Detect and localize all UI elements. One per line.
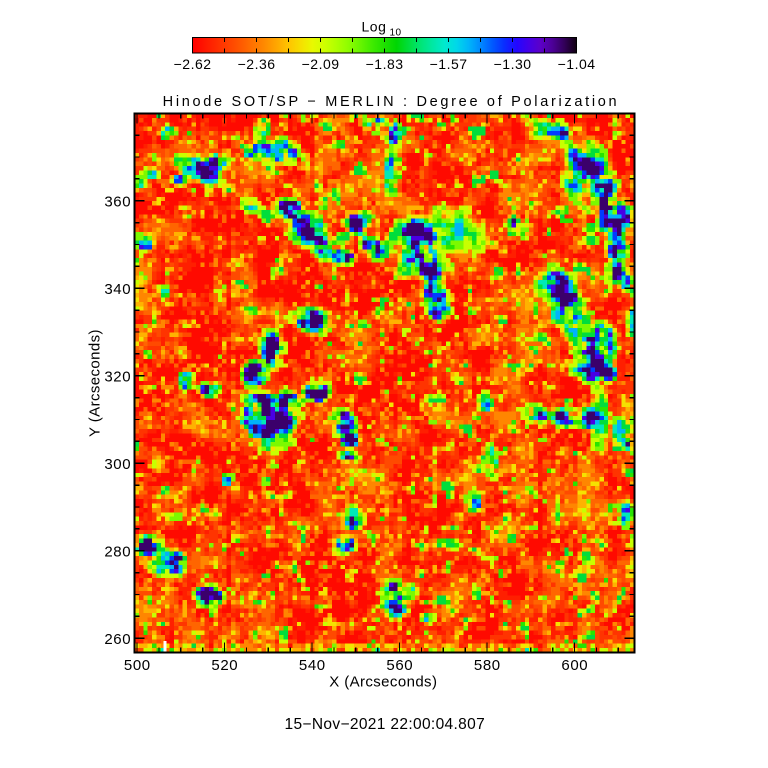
svg-text:320: 320 (104, 369, 131, 386)
svg-text:260: 260 (104, 631, 131, 648)
svg-text:−2.09: −2.09 (302, 56, 340, 72)
svg-text:Log: Log (362, 19, 387, 35)
svg-text:−1.83: −1.83 (366, 56, 404, 72)
svg-text:10: 10 (390, 28, 402, 39)
svg-text:15−Nov−2021 22:00:04.807: 15−Nov−2021 22:00:04.807 (284, 716, 485, 733)
svg-text:Y (Arcseconds): Y (Arcseconds) (87, 329, 104, 437)
svg-text:360: 360 (104, 194, 131, 211)
svg-text:540: 540 (299, 657, 326, 674)
svg-text:560: 560 (386, 657, 413, 674)
svg-text:Hinode SOT/SP − MERLIN : Degre: Hinode SOT/SP − MERLIN : Degree of Polar… (163, 94, 620, 110)
svg-text:X (Arcseconds): X (Arcseconds) (329, 674, 437, 691)
svg-text:−2.62: −2.62 (174, 56, 212, 72)
svg-text:340: 340 (104, 281, 131, 298)
svg-text:580: 580 (474, 657, 501, 674)
svg-text:−2.36: −2.36 (238, 56, 276, 72)
svg-text:300: 300 (104, 456, 131, 473)
svg-text:500: 500 (124, 657, 151, 674)
svg-text:280: 280 (104, 544, 131, 561)
svg-text:−1.04: −1.04 (558, 56, 596, 72)
svg-text:−1.57: −1.57 (430, 56, 468, 72)
svg-text:−1.30: −1.30 (494, 56, 532, 72)
svg-text:600: 600 (561, 657, 588, 674)
svg-text:520: 520 (211, 657, 238, 674)
